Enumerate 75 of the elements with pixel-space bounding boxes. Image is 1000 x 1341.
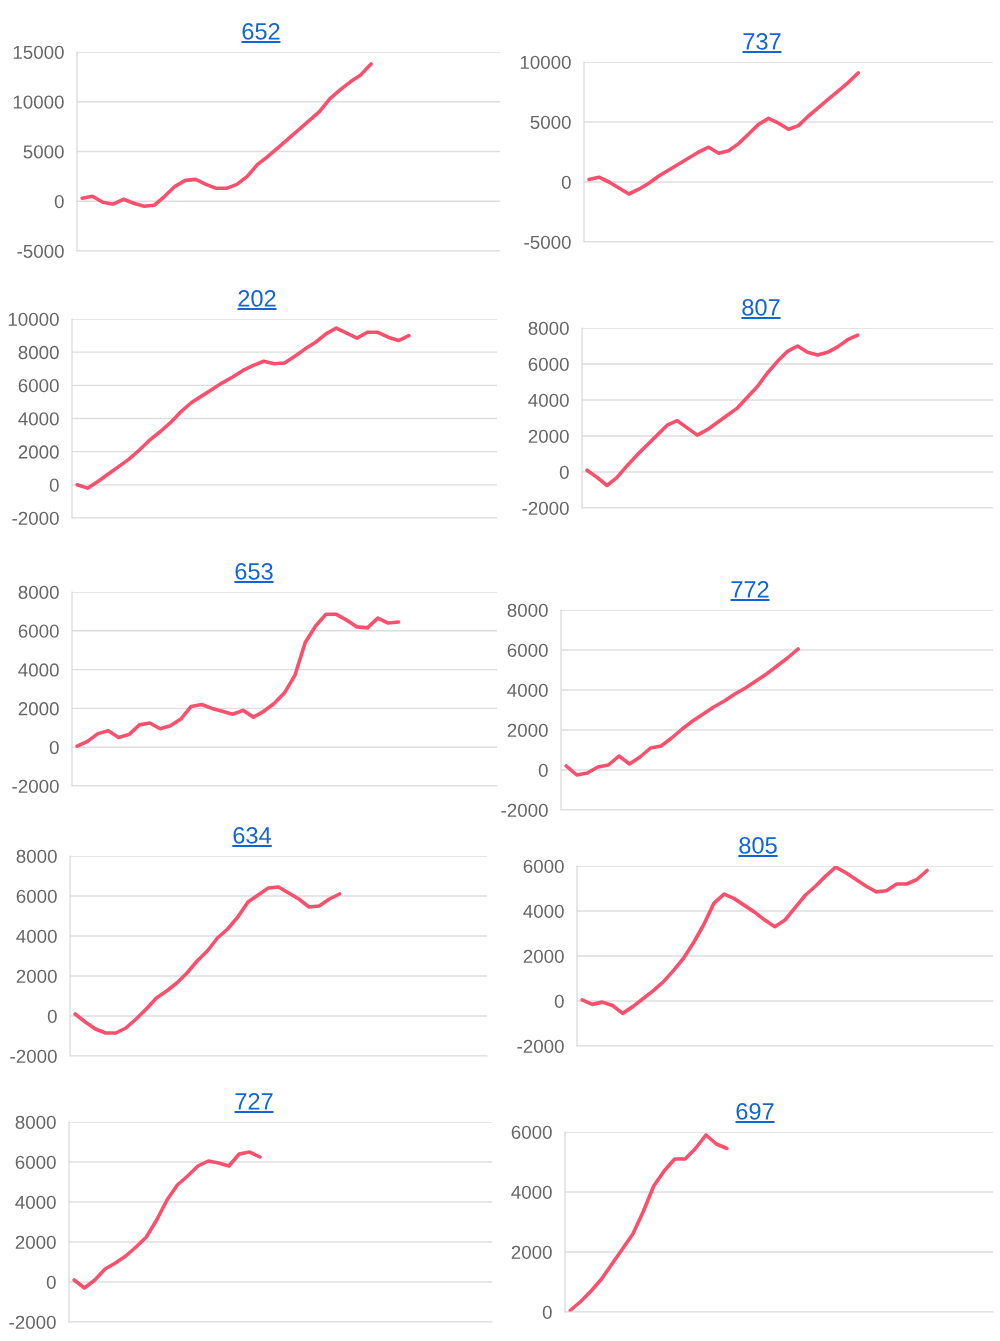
y-tick-label: 4000 [16,929,57,943]
y-tick-label: 5000 [23,145,64,159]
chart-title: 202 [238,290,276,307]
line-series [72,1150,262,1290]
y-tick-label: -5000 [524,235,571,249]
y-tick-label: 8000 [15,1115,56,1129]
y-tick-label: 4000 [18,663,59,677]
y-tick-label: 2000 [18,445,59,459]
y-tick-label: 4000 [511,1185,552,1199]
chart-title: 634 [233,827,272,844]
y-tick-label: 6000 [18,624,59,638]
y-tick-label: 4000 [523,904,564,918]
line-series [564,647,800,777]
y-tick-label: 2000 [15,1235,56,1249]
line-series [73,885,342,1035]
y-tick-label: -2000 [522,501,569,515]
y-tick-label: 6000 [523,859,564,873]
y-tick-label: 0 [554,994,564,1008]
line-series [587,70,861,196]
y-tick-label: 2000 [18,702,59,716]
line-series [580,866,929,1016]
y-tick-label: 8000 [18,585,59,599]
y-tick-label: 5000 [530,115,571,129]
y-tick-label: 6000 [15,1155,56,1169]
line-series [80,62,373,209]
y-tick-label: 6000 [18,379,59,393]
y-tick-label: 2000 [16,969,57,983]
chart-title: 653 [235,563,273,580]
line-series [585,333,860,488]
y-tick-label: -2000 [10,1049,57,1063]
y-tick-label: 6000 [16,889,57,903]
y-tick-label: 0 [49,740,59,755]
chart-title: 805 [739,837,777,854]
y-tick-label: 4000 [507,683,548,697]
line-series [75,326,411,490]
y-tick-label: 8000 [16,849,57,863]
y-tick-label: 0 [559,465,569,479]
chart-title: 697 [736,1103,774,1120]
y-tick-label: 0 [46,1275,56,1289]
chart-title: 652 [242,23,280,40]
y-tick-label: 0 [47,1009,57,1023]
chart-title: 807 [742,299,780,316]
y-tick-label: 4000 [18,412,59,426]
line-series [568,1133,729,1312]
y-tick-label: 2000 [528,429,569,443]
chart-title: 737 [743,33,781,50]
y-tick-label: 6000 [511,1125,552,1139]
y-tick-label: -2000 [12,779,59,793]
y-tick-label: 4000 [528,393,569,407]
y-tick-label: 0 [542,1305,552,1319]
y-tick-label: -2000 [501,803,548,817]
y-tick-label: 8000 [18,345,59,360]
chart-title: 727 [235,1093,273,1110]
y-tick-label: 2000 [511,1245,552,1259]
y-tick-label: 0 [54,194,64,209]
y-tick-label: 10000 [8,312,59,326]
y-tick-label: -5000 [17,244,64,258]
y-tick-label: 15000 [13,45,64,59]
line-series [75,612,401,749]
y-tick-label: 6000 [528,357,569,371]
y-tick-label: 0 [49,478,59,492]
y-tick-label: 8000 [528,321,569,335]
y-tick-label: 0 [561,175,571,189]
y-tick-label: -2000 [12,511,59,525]
y-tick-label: 8000 [507,603,548,617]
chart-title: 772 [731,581,769,598]
y-tick-label: 0 [538,763,548,777]
y-tick-label: 4000 [15,1195,56,1209]
y-tick-label: 2000 [507,723,548,737]
y-tick-label: 2000 [523,949,564,963]
y-tick-label: 6000 [507,643,548,657]
y-tick-label: 10000 [520,55,571,69]
y-tick-label: 10000 [13,95,64,109]
y-tick-label: -2000 [9,1315,56,1329]
y-tick-label: -2000 [517,1039,564,1053]
